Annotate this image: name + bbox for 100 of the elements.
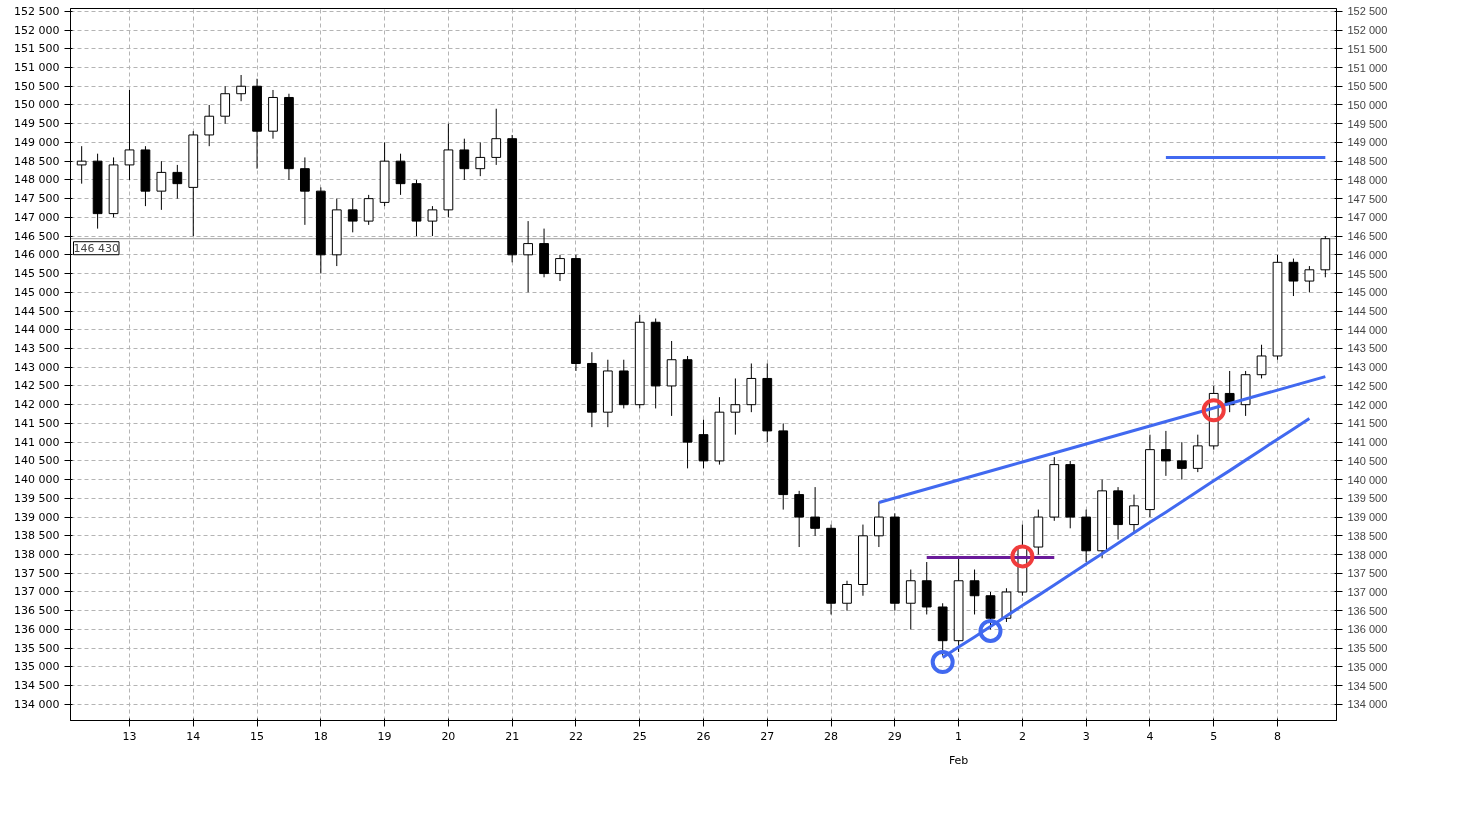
y-tick-label: 137 000 bbox=[14, 585, 60, 599]
x-tick-label: 4 bbox=[1146, 729, 1154, 743]
x-tick-label: 19 bbox=[377, 729, 392, 743]
y2-tick-label: 138 000 bbox=[1347, 548, 1388, 561]
y-tick-label: 152 000 bbox=[14, 23, 60, 37]
y-tick-label: 142 000 bbox=[14, 398, 60, 412]
y2-tick-label: 140 000 bbox=[1347, 473, 1388, 486]
y-tick-label: 147 500 bbox=[14, 192, 60, 206]
x-tick-label: 26 bbox=[696, 729, 711, 743]
y-tick-label: 143 500 bbox=[14, 341, 60, 355]
candlestick bbox=[363, 194, 374, 226]
x-tick-label: 25 bbox=[632, 729, 647, 743]
candlestick bbox=[475, 141, 486, 177]
x-tick-label: 3 bbox=[1082, 729, 1090, 743]
y2-tick-label: 140 500 bbox=[1347, 454, 1388, 467]
y2-tick-label: 137 000 bbox=[1347, 586, 1388, 598]
y-tick-label: 146 000 bbox=[14, 248, 60, 262]
candlestick bbox=[730, 377, 741, 436]
candlestick bbox=[124, 89, 135, 181]
y-tick-label: 136 500 bbox=[14, 604, 60, 618]
candlestick bbox=[1129, 494, 1139, 533]
y2-tick-label: 136 000 bbox=[1347, 623, 1388, 636]
candlestick bbox=[1256, 344, 1267, 379]
candlestick bbox=[172, 164, 183, 200]
text: Feb bbox=[948, 753, 969, 767]
x-tick-label: 2 bbox=[1018, 729, 1026, 743]
y-tick-label: 151 000 bbox=[14, 61, 60, 75]
candlestick bbox=[156, 160, 167, 211]
y2-tick-label: 134 500 bbox=[1347, 679, 1388, 692]
y2-tick-label: 150 500 bbox=[1347, 80, 1388, 93]
y2-tick-label: 148 500 bbox=[1347, 155, 1388, 168]
x-tick-label: 8 bbox=[1274, 729, 1282, 743]
y2-tick-label: 138 500 bbox=[1347, 529, 1388, 542]
candlestick bbox=[1304, 265, 1315, 293]
candlestick bbox=[300, 156, 310, 226]
candlestick bbox=[204, 104, 215, 147]
y-tick-label: 152 500 bbox=[14, 4, 60, 18]
y-tick-label: 140 500 bbox=[14, 454, 60, 468]
x-tick-label: 29 bbox=[887, 729, 902, 743]
y-tick-label: 145 000 bbox=[14, 285, 60, 299]
y-tick-label: 141 000 bbox=[14, 435, 60, 449]
y2-tick-label: 135 000 bbox=[1347, 660, 1388, 673]
y2-tick-label: 146 000 bbox=[1347, 248, 1388, 261]
y2-tick-label: 150 000 bbox=[1347, 98, 1388, 111]
candlestick bbox=[874, 501, 884, 548]
y2-tick-label: 141 500 bbox=[1347, 417, 1388, 430]
point bbox=[1201, 398, 1226, 423]
x-tick-label: 18 bbox=[313, 729, 328, 743]
y-tick-label: 134 000 bbox=[14, 697, 60, 711]
candlestick bbox=[1176, 441, 1187, 481]
point bbox=[930, 650, 955, 675]
y-tick-label: 137 500 bbox=[14, 566, 60, 580]
y-tick-label: 143 000 bbox=[14, 360, 60, 374]
candlestick bbox=[220, 85, 231, 125]
x-tick-label: 13 bbox=[122, 729, 137, 743]
y-tick-label: 148 000 bbox=[14, 173, 60, 187]
y2-tick-label: 146 500 bbox=[1347, 230, 1388, 243]
y2-tick-label: 137 500 bbox=[1347, 567, 1388, 580]
candlestick bbox=[794, 490, 805, 548]
y2-tick-label: 152 500 bbox=[1347, 5, 1388, 18]
y-tick-label: 149 500 bbox=[14, 117, 60, 131]
y2-tick-label: 135 500 bbox=[1347, 642, 1388, 655]
candlestick bbox=[1192, 434, 1203, 473]
point bbox=[1010, 544, 1035, 569]
candlestick bbox=[236, 74, 246, 102]
y-tick-label: 149 000 bbox=[14, 135, 60, 149]
candlestick bbox=[459, 138, 470, 181]
y-tick-label: 134 500 bbox=[14, 679, 60, 693]
y2-tick-label: 148 000 bbox=[1347, 173, 1388, 186]
y2-tick-label: 147 500 bbox=[1347, 192, 1388, 205]
y-tick-label: 139 500 bbox=[14, 491, 60, 505]
y-tick-label: 139 000 bbox=[14, 510, 60, 524]
y2-tick-label: 134 000 bbox=[1347, 698, 1388, 711]
x-tick-label: 15 bbox=[250, 729, 265, 743]
y2-tick-label: 139 500 bbox=[1347, 492, 1388, 505]
point bbox=[978, 618, 1003, 643]
y-tick-label: 135 000 bbox=[14, 660, 60, 674]
candlestick bbox=[905, 569, 916, 630]
y-tick-label: 146 500 bbox=[14, 229, 60, 243]
y2-tick-label: 145 000 bbox=[1347, 286, 1388, 299]
y-tick-label: 141 500 bbox=[14, 416, 60, 430]
y-tick-label: 150 000 bbox=[14, 98, 60, 112]
y2-tick-label: 139 000 bbox=[1347, 511, 1388, 524]
y-tick-label: 140 000 bbox=[14, 473, 60, 487]
candlestick bbox=[427, 205, 438, 237]
y2-tick-label: 143 500 bbox=[1347, 342, 1388, 355]
candlestick bbox=[810, 486, 820, 537]
candlestick bbox=[76, 145, 87, 185]
candlestick bbox=[347, 198, 358, 233]
y-tick-label: 151 500 bbox=[14, 42, 60, 56]
x-tick-label: 1 bbox=[955, 729, 963, 743]
x-tick-label: 22 bbox=[568, 729, 583, 743]
x-tick-label: 20 bbox=[441, 729, 456, 743]
y2-tick-label: 142 000 bbox=[1347, 398, 1388, 411]
y2-tick-label: 144 500 bbox=[1347, 305, 1388, 318]
candlestick bbox=[491, 108, 502, 166]
y-tick-label: 142 500 bbox=[14, 379, 60, 393]
candlestick bbox=[555, 254, 565, 282]
y2-tick-label: 151 500 bbox=[1347, 42, 1388, 55]
y-tick-label: 148 500 bbox=[14, 154, 60, 168]
